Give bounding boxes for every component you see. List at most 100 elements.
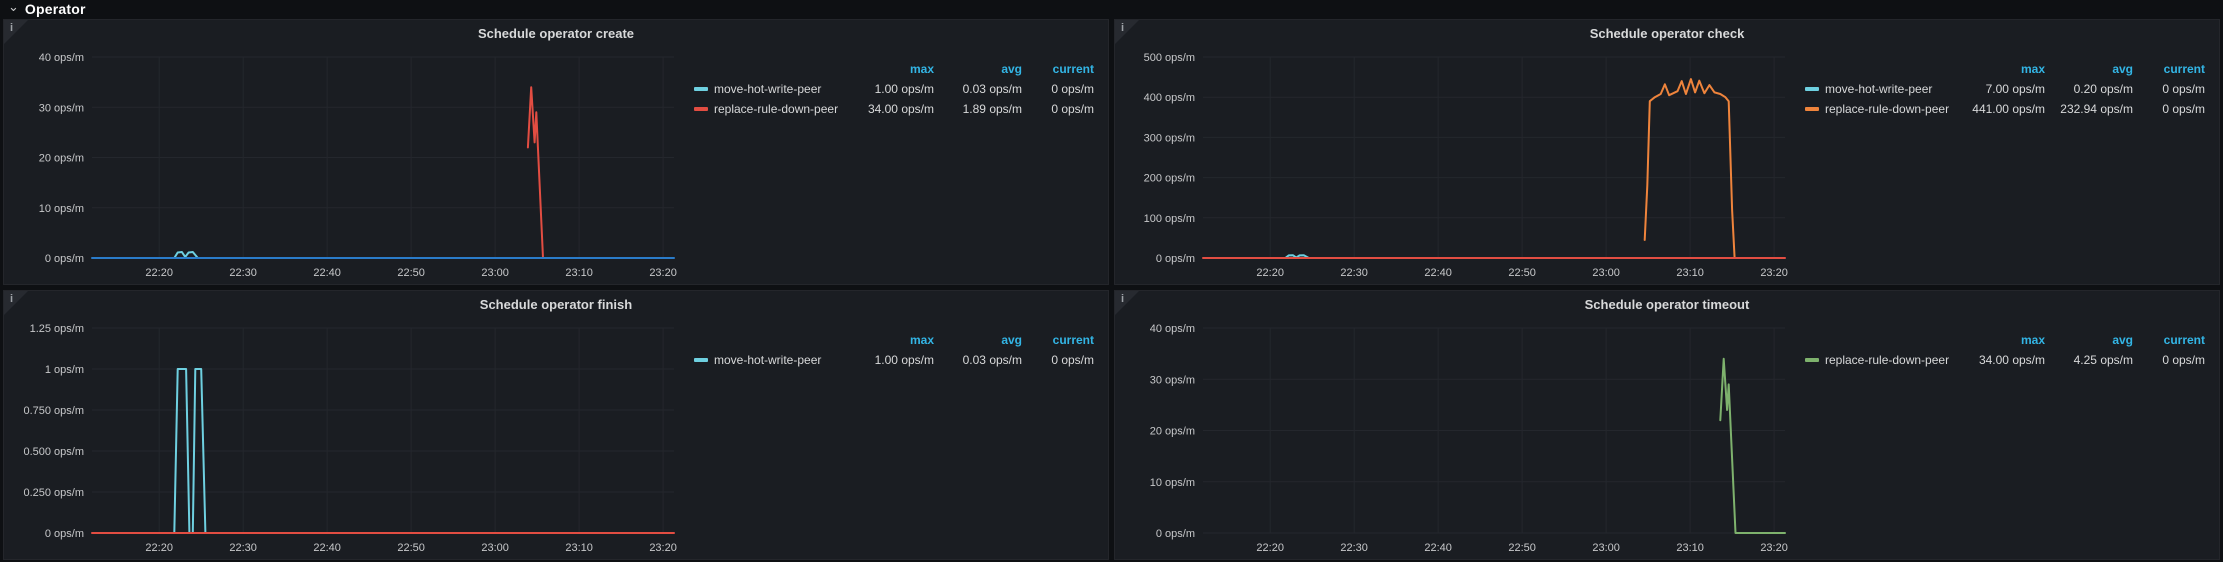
x-axis-tick-label: 22:50 bbox=[397, 542, 425, 554]
legend-series-swatch bbox=[1805, 87, 1819, 91]
legend: max avg current move-hot-write-peer 7.00 ops… bbox=[1799, 43, 2219, 284]
legend-header-current[interactable]: current bbox=[2163, 62, 2205, 76]
chart-plot[interactable]: 40 ops/m 30 ops/m 20 ops/m 10 ops/m 0 ops/m 2… bbox=[1115, 314, 1799, 559]
legend-avg-value: 0.20 ops/m bbox=[2073, 82, 2133, 96]
x-axis-tick-label: 22:20 bbox=[145, 267, 173, 279]
y-axis-tick-label: 30 ops/m bbox=[1150, 374, 1195, 386]
chart-plot[interactable]: 1.25 ops/m 1 ops/m 0.750 ops/m 0.500 ops/m 0… bbox=[4, 314, 688, 559]
panel-title[interactable]: Schedule operator timeout bbox=[1584, 297, 1750, 312]
panel-title[interactable]: Schedule operator create bbox=[477, 26, 635, 41]
x-axis-tick-label: 22:40 bbox=[1424, 542, 1452, 554]
x-axis-tick-label: 23:00 bbox=[481, 542, 509, 554]
legend-current-value: 0 ops/m bbox=[2162, 102, 2205, 116]
y-axis-tick-label: 30 ops/m bbox=[39, 102, 84, 114]
panel-schedule-operator-finish: i Schedule operator finish 1.25 ops/m 1 ops… bbox=[3, 290, 1109, 560]
chart-plot[interactable]: 40 ops/m 30 ops/m 20 ops/m 10 ops/m 0 ops/m 2… bbox=[4, 43, 688, 284]
y-axis-tick-label: 1 ops/m bbox=[45, 364, 84, 376]
legend-avg-value: 1.89 ops/m bbox=[962, 102, 1022, 116]
legend-series-name[interactable]: replace-rule-down-peer bbox=[1825, 353, 1950, 367]
legend-avg-value: 0.03 ops/m bbox=[962, 353, 1022, 367]
legend-series-name[interactable]: move-hot-write-peer bbox=[714, 353, 822, 367]
legend-header-max[interactable]: max bbox=[2020, 62, 2045, 76]
y-axis-tick-label: 10 ops/m bbox=[1150, 477, 1195, 489]
y-axis-tick-label: 0.500 ops/m bbox=[23, 446, 84, 458]
x-axis-tick-label: 22:40 bbox=[1424, 267, 1452, 279]
legend-series-swatch bbox=[694, 358, 708, 362]
y-axis-tick-label: 200 ops/m bbox=[1144, 173, 1195, 185]
panel-body: 500 ops/m 400 ops/m 300 ops/m 200 ops/m 100 … bbox=[1115, 43, 2219, 284]
legend-header-avg[interactable]: avg bbox=[1001, 62, 1022, 76]
legend-max-value: 1.00 ops/m bbox=[874, 82, 934, 96]
legend-header-current[interactable]: current bbox=[2163, 333, 2205, 347]
x-axis-tick-label: 23:20 bbox=[1760, 542, 1788, 554]
series-line-replace-rule-down-peer bbox=[1643, 78, 1740, 259]
legend-series-name[interactable]: replace-rule-down-peer bbox=[1825, 102, 1950, 116]
legend: max avg current replace-rule-down-peer 34.00… bbox=[1799, 314, 2219, 559]
legend-series-swatch bbox=[1805, 107, 1819, 111]
legend-header-avg[interactable]: avg bbox=[2112, 333, 2133, 347]
y-axis-tick-label: 10 ops/m bbox=[39, 203, 84, 215]
legend-row[interactable]: move-hot-write-peer 7.00 ops/m 0.20 ops/m 0… bbox=[1801, 79, 2205, 99]
legend: max avg current move-hot-write-peer 1.00 ops… bbox=[688, 314, 1108, 559]
legend-header-current[interactable]: current bbox=[1052, 62, 1094, 76]
y-axis-tick-label: 40 ops/m bbox=[39, 52, 84, 64]
row-header-operator[interactable]: ⌄ Operator bbox=[0, 0, 2223, 18]
legend-header-max[interactable]: max bbox=[2020, 333, 2045, 347]
x-axis-tick-label: 23:10 bbox=[565, 542, 593, 554]
row-title: Operator bbox=[24, 1, 86, 17]
legend-current-value: 0 ops/m bbox=[1051, 102, 1094, 116]
legend-series-swatch bbox=[1805, 358, 1819, 362]
legend-max-value: 34.00 ops/m bbox=[1978, 353, 2045, 367]
legend: max avg current move-hot-write-peer 1.00 ops… bbox=[688, 43, 1108, 284]
chevron-down-icon: ⌄ bbox=[8, 0, 19, 14]
legend-row[interactable]: replace-rule-down-peer 34.00 ops/m 1.89 op… bbox=[690, 99, 1094, 119]
x-axis-tick-label: 22:30 bbox=[229, 267, 257, 279]
chart-plot[interactable]: 500 ops/m 400 ops/m 300 ops/m 200 ops/m 100 … bbox=[1115, 43, 1799, 284]
panel-schedule-operator-check: i Schedule operator check 500 ops/m 400 ops… bbox=[1114, 19, 2220, 285]
x-axis-tick-label: 23:10 bbox=[1676, 267, 1704, 279]
x-axis-tick-label: 22:50 bbox=[1508, 542, 1536, 554]
legend-header-avg[interactable]: avg bbox=[2112, 62, 2133, 76]
x-axis-tick-label: 23:00 bbox=[1592, 542, 1620, 554]
legend-row[interactable]: replace-rule-down-peer 441.00 ops/m 232.94… bbox=[1801, 99, 2205, 119]
panel-body: 1.25 ops/m 1 ops/m 0.750 ops/m 0.500 ops/m 0… bbox=[4, 314, 1108, 559]
legend-header-max[interactable]: max bbox=[909, 333, 934, 347]
legend-row[interactable]: move-hot-write-peer 1.00 ops/m 0.03 ops/m 0… bbox=[690, 350, 1094, 370]
legend-row[interactable]: move-hot-write-peer 1.00 ops/m 0.03 ops/m 0… bbox=[690, 79, 1094, 99]
legend-series-name[interactable]: move-hot-write-peer bbox=[714, 82, 822, 96]
legend-series-name[interactable]: move-hot-write-peer bbox=[1825, 82, 1933, 96]
y-axis-tick-label: 20 ops/m bbox=[1150, 426, 1195, 438]
legend-header-row: max avg current bbox=[690, 330, 1094, 350]
legend-header-row: max avg current bbox=[1801, 59, 2205, 79]
panel-schedule-operator-timeout: i Schedule operator timeout 40 ops/m 30 ops… bbox=[1114, 290, 2220, 560]
x-axis-tick-label: 23:00 bbox=[481, 267, 509, 279]
panel-body: 40 ops/m 30 ops/m 20 ops/m 10 ops/m 0 ops/m 2… bbox=[4, 43, 1108, 284]
x-axis-tick-label: 22:40 bbox=[313, 542, 341, 554]
y-axis-tick-label: 0.750 ops/m bbox=[23, 405, 84, 417]
x-axis-tick-label: 22:20 bbox=[1256, 267, 1284, 279]
panel-title[interactable]: Schedule operator check bbox=[1589, 26, 1745, 41]
legend-header-max[interactable]: max bbox=[909, 62, 934, 76]
legend-row[interactable]: replace-rule-down-peer 34.00 ops/m 4.25 op… bbox=[1801, 350, 2205, 370]
x-axis-tick-label: 22:30 bbox=[229, 542, 257, 554]
y-axis-tick-label: 0 ops/m bbox=[45, 253, 84, 265]
y-axis-tick-label: 0.250 ops/m bbox=[23, 487, 84, 499]
legend-header-row: max avg current bbox=[1801, 330, 2205, 350]
legend-avg-value: 4.25 ops/m bbox=[2073, 353, 2133, 367]
y-axis-tick-label: 1.25 ops/m bbox=[30, 323, 84, 335]
panel-schedule-operator-create: i Schedule operator create 40 ops/m 30 ops/… bbox=[3, 19, 1109, 285]
y-axis-tick-label: 0 ops/m bbox=[1156, 528, 1195, 540]
legend-header-current[interactable]: current bbox=[1052, 333, 1094, 347]
panel-title[interactable]: Schedule operator finish bbox=[479, 297, 633, 312]
x-axis-tick-label: 23:20 bbox=[649, 267, 677, 279]
x-axis-tick-label: 22:20 bbox=[145, 542, 173, 554]
legend-series-swatch bbox=[694, 87, 708, 91]
legend-avg-value: 232.94 ops/m bbox=[2060, 102, 2133, 116]
series-line-replace-rule-down-peer bbox=[1719, 357, 1786, 534]
x-axis-tick-label: 22:50 bbox=[1508, 267, 1536, 279]
legend-series-name[interactable]: replace-rule-down-peer bbox=[714, 102, 839, 116]
y-axis-tick-label: 40 ops/m bbox=[1150, 323, 1195, 335]
y-axis-tick-label: 300 ops/m bbox=[1144, 132, 1195, 144]
legend-header-avg[interactable]: avg bbox=[1001, 333, 1022, 347]
